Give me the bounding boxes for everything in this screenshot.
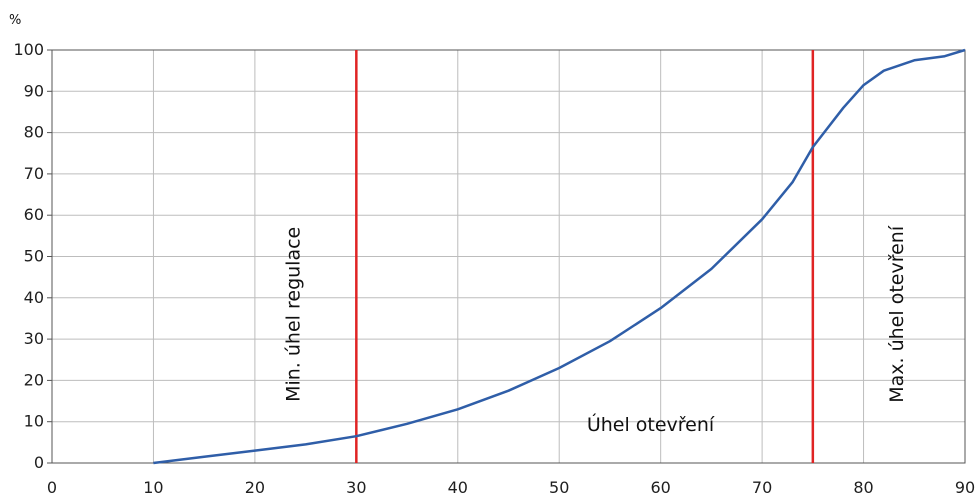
annotation-text-1: Úhel otevření <box>587 412 715 436</box>
x-tick-label-40: 40 <box>448 478 468 497</box>
y-tick-label-20: 20 <box>24 370 44 389</box>
y-unit-label: % <box>9 13 21 28</box>
grid <box>47 49 966 464</box>
x-tick-label-90: 90 <box>955 478 975 497</box>
y-tick-label-50: 50 <box>24 247 44 266</box>
x-tick-label-30: 30 <box>346 478 366 497</box>
vertical-marker-label-1: Min. úhel regulace <box>282 227 304 402</box>
x-tick-label-20: 20 <box>245 478 265 497</box>
plot-frame <box>51 49 966 464</box>
x-tick-label-0: 0 <box>47 478 57 497</box>
series-line-1 <box>153 48 966 465</box>
y-tick-label-90: 90 <box>24 81 44 100</box>
x-tick-label-70: 70 <box>752 478 772 497</box>
series-line-group <box>153 48 966 465</box>
y-tick-label-30: 30 <box>24 329 44 348</box>
y-tick-label-10: 10 <box>24 412 44 431</box>
y-tick-label-80: 80 <box>24 123 44 142</box>
vertical-markers <box>355 50 815 463</box>
x-tick-label-80: 80 <box>853 478 873 497</box>
y-tick-label-100: 100 <box>13 40 44 59</box>
x-tick-label-50: 50 <box>549 478 569 497</box>
y-tick-label-70: 70 <box>24 164 44 183</box>
x-tick-label-60: 60 <box>650 478 670 497</box>
vertical-marker-label-2: Max. úhel otevření <box>886 225 908 403</box>
y-tick-label-0: 0 <box>34 453 44 472</box>
x-tick-label-10: 10 <box>143 478 163 497</box>
y-tick-labels: 0 10 20 30 40 50 60 70 80 90 100 <box>13 40 44 472</box>
x-tick-labels: 0 10 20 30 40 50 60 70 80 90 <box>47 478 975 497</box>
annotations: Min. úhel regulace Max. úhel otevření Úhel… <box>282 225 908 436</box>
y-tick-label-40: 40 <box>24 288 44 307</box>
y-tick-label-60: 60 <box>24 205 44 224</box>
